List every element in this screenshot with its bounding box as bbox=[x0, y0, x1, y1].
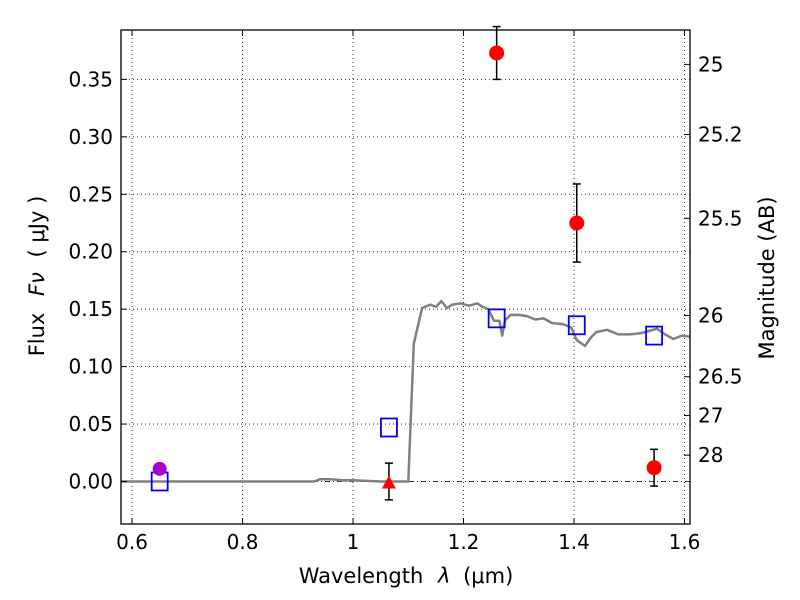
y-tick-label: 0.25 bbox=[68, 182, 113, 206]
grid bbox=[121, 30, 690, 524]
tick-labels: 0.6 0.8 1 1.2 1.4 1.6 0.00 0.05 0.10 0.15 0.20 0.25… bbox=[68, 52, 742, 554]
y-tick-label: 0.00 bbox=[68, 469, 113, 493]
y2-tick-label: 26.5 bbox=[698, 365, 743, 389]
y2-tick-label: 26 bbox=[698, 303, 723, 327]
observed-detection-point bbox=[569, 215, 585, 231]
y2-tick-label: 27 bbox=[698, 403, 723, 427]
y-tick-label: 0.30 bbox=[68, 125, 113, 149]
y-tick-label: 0.10 bbox=[68, 355, 113, 379]
error-bars bbox=[155, 25, 659, 501]
y2-tick-label: 25 bbox=[698, 52, 723, 76]
y2-tick-label: 28 bbox=[698, 443, 723, 467]
plot-frame bbox=[120, 29, 691, 525]
x-tick-label: 1.2 bbox=[448, 530, 480, 554]
y-tick-label: 0.35 bbox=[68, 67, 113, 91]
x-tick-label: 1.4 bbox=[558, 530, 590, 554]
x-axis-label-unit: (μm) bbox=[463, 564, 513, 588]
model-sed-line bbox=[121, 299, 691, 483]
y-axis-label-unit: ( μJy ) bbox=[25, 196, 49, 258]
upper-limit-triangle bbox=[381, 475, 396, 489]
x-axis-label: Wavelength λ (μm) bbox=[299, 564, 514, 588]
observed-optical-point bbox=[152, 461, 167, 476]
x-tick-label: 0.6 bbox=[116, 530, 148, 554]
y-axis-label-text: Flux bbox=[25, 313, 49, 357]
y-tick-label: 0.05 bbox=[68, 412, 113, 436]
y-axis-label: Flux Fν ( μJy ) bbox=[25, 196, 49, 357]
observed-detection-point bbox=[646, 460, 662, 476]
model-photometry-square bbox=[487, 308, 506, 329]
y-axis-label-symbol: Fν bbox=[25, 272, 49, 296]
x-tick-label: 1.6 bbox=[669, 530, 701, 554]
y-tick-label: 0.15 bbox=[68, 297, 113, 321]
axis-ticks bbox=[121, 30, 690, 524]
model-photometry-square bbox=[645, 325, 663, 346]
y2-tick-label: 25.5 bbox=[698, 206, 743, 230]
model-sed-series bbox=[121, 299, 691, 483]
x-tick-label: 0.8 bbox=[227, 530, 259, 554]
x-axis-label-symbol: λ bbox=[437, 564, 450, 588]
model-photometry-square bbox=[567, 315, 586, 336]
x-tick-label: 1 bbox=[347, 530, 360, 554]
x-axis-label-text: Wavelength bbox=[299, 564, 424, 588]
y2-tick-label: 25.2 bbox=[698, 123, 743, 147]
data-markers bbox=[150, 45, 663, 492]
y-tick-label: 0.20 bbox=[68, 240, 113, 264]
model-photometry-square bbox=[380, 417, 398, 438]
y2-axis-label: Magnitude (AB) bbox=[755, 196, 779, 359]
observed-detection-point bbox=[489, 45, 505, 61]
